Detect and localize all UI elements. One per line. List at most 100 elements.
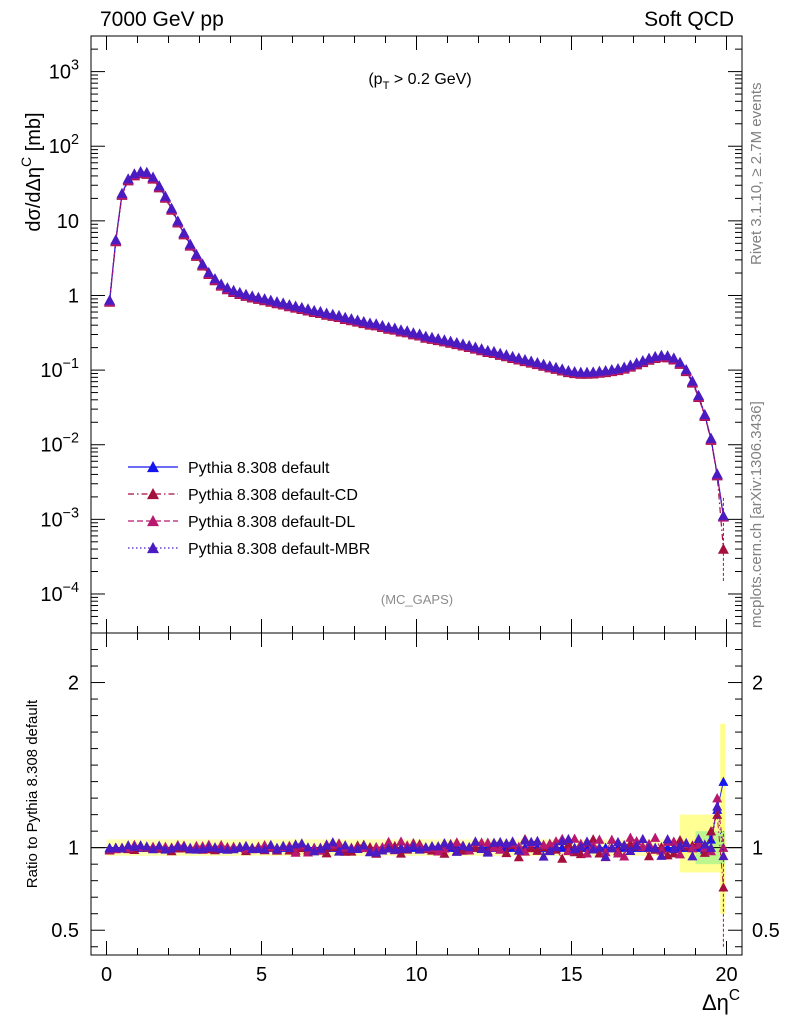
ratio-marker-3	[712, 801, 723, 811]
legend-layer: Pythia 8.308 default Pythia 8.308 default…	[128, 460, 370, 558]
ratio-series-layer	[104, 776, 729, 947]
ratio-marker-3	[185, 843, 196, 854]
ratio-marker-2	[569, 833, 580, 843]
series-marker-3	[283, 299, 295, 310]
series-marker-3	[203, 266, 215, 278]
series-marker-3	[445, 335, 457, 346]
ratio-marker-3	[433, 841, 444, 851]
series-marker-3	[104, 294, 116, 305]
header-left: 7000 GeV pp	[100, 8, 224, 31]
ratio-marker-3	[117, 843, 127, 853]
ratio-marker-2	[712, 793, 723, 803]
ratio-marker-1	[706, 826, 716, 836]
ratio-marker-3	[210, 842, 220, 852]
series-marker-3	[122, 173, 134, 184]
y-tick-label: 10−3	[40, 505, 79, 531]
ratio-marker-2	[619, 851, 630, 861]
ratio-marker-3	[606, 843, 617, 853]
series-marker-3	[265, 294, 277, 305]
ratio-marker-3	[600, 851, 611, 861]
series-marker-3	[686, 375, 698, 386]
ratio-marker-2	[383, 836, 394, 847]
ratio-marker-2	[625, 832, 636, 842]
ratio-marker-3	[284, 842, 295, 852]
x-tick-label: 20	[715, 964, 737, 986]
ratio-marker-3	[272, 844, 282, 854]
ratio-marker-3	[637, 833, 648, 844]
series-marker-3	[110, 234, 122, 245]
axis-layer: 0 5 10 15 20 10−4 10−3 10−2 10−1 1 10 102 103 0.5 0.5 1…	[40, 35, 780, 986]
ratio-marker-1	[501, 847, 512, 858]
ratio-marker-1	[396, 848, 406, 858]
ratio-marker-3	[693, 833, 704, 844]
ratio-marker-2	[371, 841, 382, 852]
series-marker-3	[277, 297, 289, 308]
x-tick-label: 0	[101, 964, 112, 986]
ratio-marker-3	[296, 838, 307, 848]
series-marker-3	[141, 166, 153, 177]
series-marker-3	[531, 356, 543, 368]
ratio-tick-label-left: 2	[68, 673, 79, 695]
ratio-marker-3	[662, 834, 673, 844]
ratio-marker-3	[613, 836, 623, 847]
ratio-marker-1	[712, 809, 723, 819]
ratio-marker-3	[582, 836, 592, 846]
y-tick-label: 10−1	[40, 356, 79, 382]
ratio-marker-3	[259, 844, 270, 854]
series-marker-3	[172, 215, 184, 226]
ratio-marker-3	[154, 840, 165, 850]
ratio-marker-3	[513, 845, 524, 855]
ratio-marker-3	[303, 842, 313, 852]
ratio-marker-2	[594, 834, 605, 844]
series-marker-3	[550, 361, 562, 372]
ratio-marker-2	[613, 848, 623, 858]
x-tick-label: 15	[560, 964, 582, 986]
legend-marker-2	[147, 515, 159, 527]
series-marker-3	[463, 339, 475, 351]
series-marker-3	[339, 311, 351, 322]
ratio-marker-3	[141, 841, 152, 851]
ratio-marker-3	[253, 843, 264, 854]
ratio-marker-3	[309, 846, 320, 856]
ratio-tick-label-left: 1	[68, 838, 79, 860]
series-marker-3	[252, 291, 264, 302]
ratio-marker-3	[203, 842, 214, 852]
series-marker-3	[159, 190, 171, 201]
ratio-marker-3	[445, 839, 456, 849]
series-marker-3	[662, 350, 674, 361]
ratio-marker-1	[625, 838, 636, 848]
series-marker-3	[358, 315, 370, 327]
main-series-layer	[104, 165, 729, 581]
y-axis-label: dσ/dΔηC​ [mb]	[18, 112, 45, 231]
series-marker-3	[333, 309, 345, 321]
ratio-marker-2	[433, 846, 444, 856]
ratio-marker-3	[520, 835, 530, 845]
ratio-marker-3	[575, 841, 586, 851]
series-marker-3	[352, 314, 364, 325]
ratio-tick-label-left: 0.5	[51, 920, 79, 942]
y-tick-label: 1	[68, 285, 79, 307]
ratio-marker-3	[241, 840, 251, 850]
ratio-marker-3	[228, 843, 239, 854]
ratio-marker-3	[408, 840, 419, 851]
series-marker-3	[234, 286, 246, 298]
series-marker-3	[680, 363, 692, 375]
series-marker-3	[544, 360, 556, 371]
legend-label-2: Pythia 8.308 default-DL	[188, 514, 355, 531]
legend-marker-0	[147, 461, 159, 473]
ratio-marker-3	[265, 839, 276, 849]
series-marker-3	[184, 238, 196, 249]
series-marker-3	[457, 338, 469, 349]
ratio-marker-3	[619, 840, 630, 850]
ratio-marker-3	[402, 843, 413, 853]
series-marker-3	[209, 273, 221, 284]
ratio-marker-3	[365, 847, 375, 857]
ratio-marker-3	[495, 836, 506, 847]
ratio-marker-3	[650, 843, 661, 853]
ratio-marker-3	[538, 851, 549, 861]
ratio-marker-3	[668, 843, 679, 854]
series-marker-3	[240, 288, 252, 299]
ratio-marker-3	[135, 840, 146, 850]
y-tick-label: 102	[49, 132, 79, 158]
ratio-marker-3	[464, 841, 475, 852]
